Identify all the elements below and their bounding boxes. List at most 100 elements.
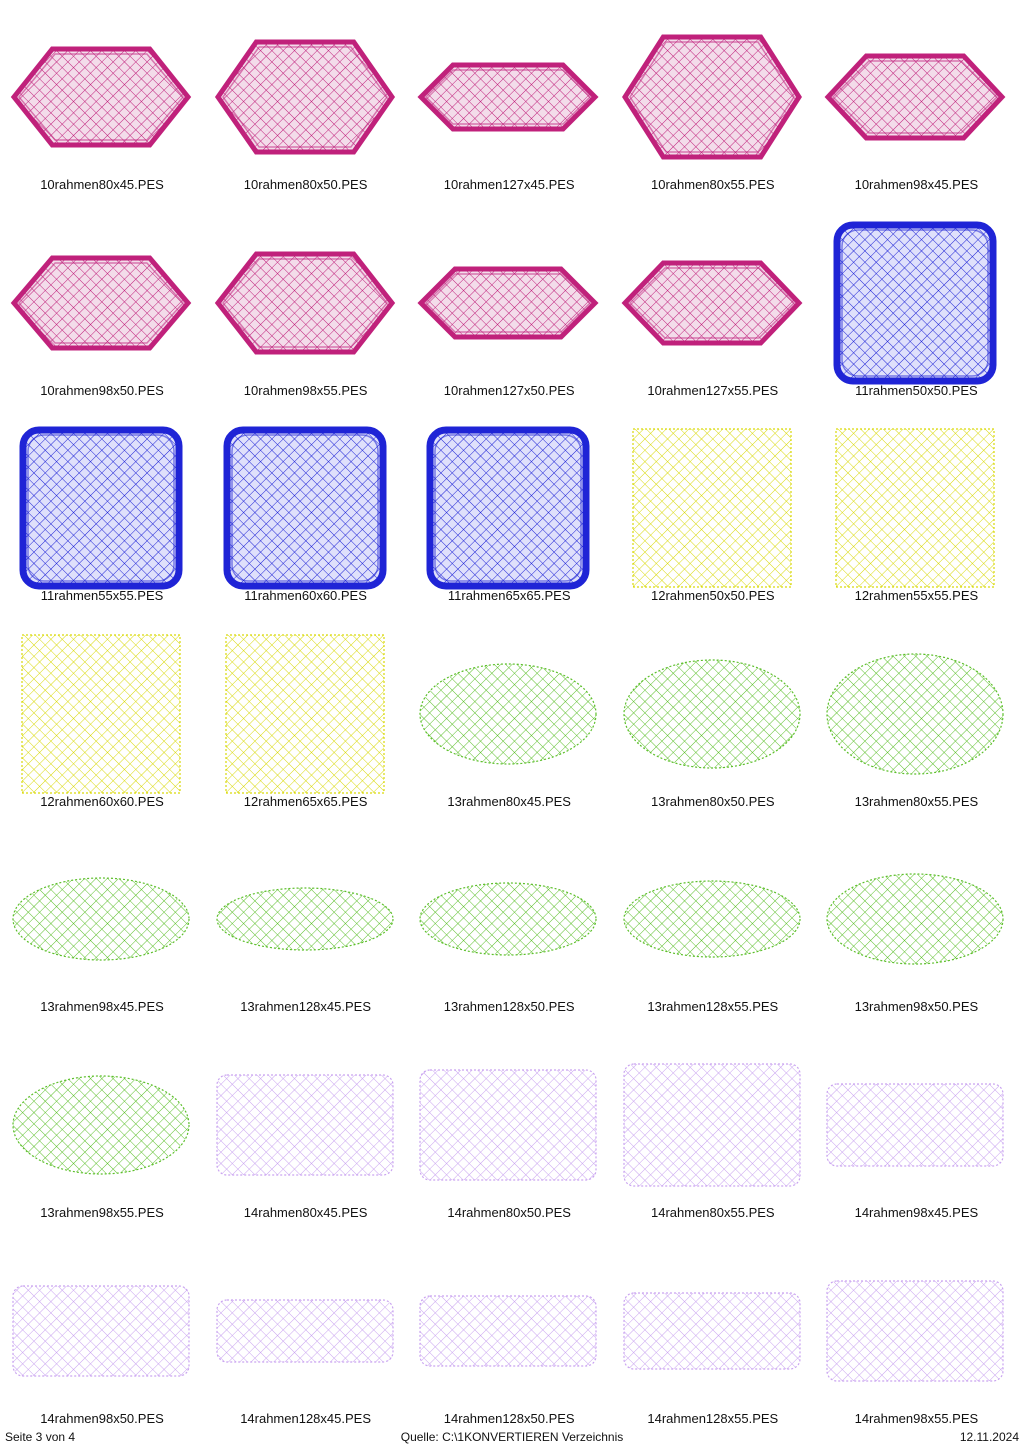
thumbnail-item: 14rahmen98x45.PES	[814, 1033, 1018, 1238]
rounded-rect-shape	[623, 1063, 801, 1187]
square-shape	[224, 634, 385, 794]
thumbnail-item: 11rahmen50x50.PES	[814, 211, 1018, 416]
embroidery-preview	[623, 880, 801, 958]
embroidery-preview	[419, 1069, 597, 1181]
square-shape	[21, 634, 181, 794]
rounded-rect-shape	[623, 1291, 801, 1370]
thumbnail-item: 14rahmen80x50.PES	[407, 1033, 611, 1238]
file-name-label: 10rahmen80x45.PES	[40, 177, 164, 192]
thumbnail-item: 14rahmen128x55.PES	[611, 1239, 815, 1444]
file-name-label: 13rahmen128x55.PES	[647, 999, 779, 1015]
file-name-label: 14rahmen128x55.PES	[647, 1410, 779, 1426]
hexagon-shape	[417, 62, 599, 132]
file-name-label: 10rahmen127x50.PES	[443, 382, 575, 398]
embroidery-preview	[10, 46, 192, 148]
embroidery-preview	[826, 873, 1004, 965]
thumbnail-item: 10rahmen80x45.PES	[0, 5, 204, 210]
ellipse-shape	[12, 877, 190, 961]
embroidery-preview	[826, 653, 1004, 775]
hexagon-shape	[214, 39, 395, 155]
rounded-rect-shape	[419, 1294, 597, 1367]
file-name-label: 10rahmen80x55.PES	[651, 177, 775, 192]
embroidery-preview	[224, 634, 385, 794]
thumbnail-item: 10rahmen80x50.PES	[204, 5, 408, 210]
file-name-label: 13rahmen80x55.PES	[854, 793, 979, 809]
thumbnail-item: 13rahmen80x45.PES	[407, 622, 611, 827]
file-name-label: 10rahmen80x50.PES	[243, 177, 368, 192]
ellipse-shape	[623, 659, 801, 769]
thumbnail-item: 13rahmen128x45.PES	[204, 827, 408, 1032]
thumbnail-item: 14rahmen98x50.PES	[0, 1239, 204, 1444]
hexagon-shape	[214, 251, 395, 355]
file-name-label: 11rahmen50x50.PES	[855, 382, 978, 398]
embroidery-preview	[623, 1291, 801, 1370]
embroidery-preview	[419, 1294, 597, 1367]
embroidery-preview	[10, 255, 192, 351]
embroidery-preview	[417, 266, 599, 340]
thumbnail-item: 10rahmen98x45.PES	[814, 5, 1018, 210]
hexagon-shape	[824, 53, 1006, 141]
rounded-rect-shape	[215, 1074, 394, 1176]
thumbnail-item: 13rahmen128x50.PES	[407, 827, 611, 1032]
file-name-label: 13rahmen128x45.PES	[240, 999, 371, 1015]
hexagon-shape	[621, 34, 802, 160]
file-name-label: 14rahmen98x55.PES	[854, 1410, 979, 1426]
embroidery-preview	[419, 663, 597, 765]
embroidery-preview	[223, 426, 387, 590]
thumbnail-item: 13rahmen98x45.PES	[0, 827, 204, 1032]
ellipse-shape	[215, 887, 394, 951]
embroidery-preview	[417, 62, 599, 132]
source-path: Quelle: C:\1KONVERTIEREN Verzeichnis	[400, 1430, 624, 1444]
print-date: 12.11.2024	[959, 1430, 1019, 1444]
rounded-rect-shape	[826, 1279, 1004, 1382]
embroidery-preview	[826, 1083, 1004, 1167]
thumbnail-item: 12rahmen50x50.PES	[611, 416, 815, 621]
thumbnail-item: 10rahmen98x50.PES	[0, 211, 204, 416]
ellipse-shape	[623, 880, 801, 958]
embroidery-preview	[12, 1075, 190, 1175]
file-name-label: 14rahmen128x50.PES	[443, 1410, 575, 1426]
rounded-square-shape	[426, 426, 590, 590]
thumbnail-item: 13rahmen80x55.PES	[814, 622, 1018, 827]
embroidery-preview	[12, 877, 190, 961]
thumbnail-item: 10rahmen98x55.PES	[204, 211, 408, 416]
thumbnail-item: 12rahmen55x55.PES	[814, 416, 1018, 621]
thumbnail-item: 13rahmen80x50.PES	[611, 622, 815, 827]
file-name-label: 10rahmen127x45.PES	[443, 177, 575, 192]
file-name-label: 13rahmen98x50.PES	[854, 999, 979, 1015]
ellipse-shape	[419, 882, 597, 956]
thumbnail-item: 12rahmen65x65.PES	[204, 622, 408, 827]
square-shape	[632, 428, 792, 588]
thumbnail-item: 14rahmen98x55.PES	[814, 1239, 1018, 1444]
embroidery-preview	[21, 634, 181, 794]
file-name-label: 14rahmen98x50.PES	[40, 1410, 164, 1426]
embroidery-preview	[19, 426, 183, 590]
thumbnail-item: 11rahmen65x65.PES	[407, 416, 611, 621]
hexagon-shape	[417, 266, 599, 340]
thumbnail-item: 12rahmen60x60.PES	[0, 622, 204, 827]
file-name-label: 14rahmen80x45.PES	[243, 1205, 368, 1220]
file-name-label: 14rahmen98x45.PES	[854, 1205, 979, 1220]
ellipse-shape	[419, 663, 597, 765]
thumbnail-item: 10rahmen80x55.PES	[611, 5, 815, 210]
thumbnail-item: 14rahmen80x45.PES	[204, 1033, 408, 1238]
thumbnail-item: 14rahmen128x50.PES	[407, 1239, 611, 1444]
thumbnail-item: 14rahmen128x45.PES	[204, 1239, 408, 1444]
ellipse-shape	[12, 1075, 190, 1175]
embroidery-preview	[215, 887, 394, 951]
embroidery-preview	[426, 426, 590, 590]
file-name-label: 13rahmen80x50.PES	[651, 793, 775, 809]
rounded-square-shape	[833, 221, 997, 385]
file-name-label: 10rahmen127x55.PES	[647, 382, 779, 398]
thumbnail-item: 11rahmen55x55.PES	[0, 416, 204, 621]
file-name-label: 12rahmen65x65.PES	[243, 793, 368, 809]
file-name-label: 13rahmen98x45.PES	[40, 999, 164, 1015]
embroidery-preview	[826, 1279, 1004, 1382]
square-shape	[835, 428, 995, 588]
embroidery-preview	[215, 1074, 394, 1176]
embroidery-preview	[632, 428, 792, 588]
rounded-rect-shape	[215, 1298, 394, 1363]
thumbnail-item: 13rahmen128x55.PES	[611, 827, 815, 1032]
file-name-label: 13rahmen128x50.PES	[443, 999, 575, 1015]
